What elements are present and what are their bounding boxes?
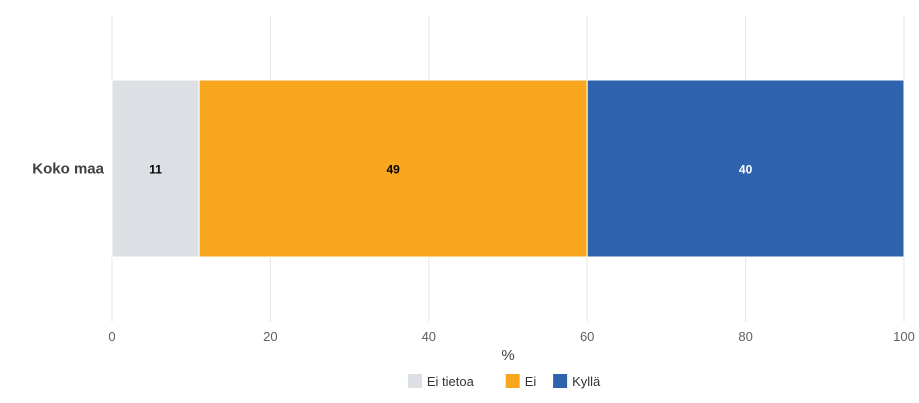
x-tick-label: 100	[893, 329, 915, 344]
x-axis-ticks: 0 20 40 60 80 100	[108, 329, 914, 344]
legend-item-label: Ei	[525, 374, 537, 389]
legend-swatch	[505, 374, 520, 388]
x-tick-label: 0	[108, 329, 115, 344]
legend-swatch	[553, 374, 568, 388]
legend: Ei tietoa Ei Kyllä	[407, 374, 601, 389]
x-tick-label: 80	[738, 329, 752, 344]
data-label: 40	[739, 163, 753, 177]
x-tick-label: 20	[263, 329, 277, 344]
bar-segment	[586, 79, 905, 258]
legend-item-label: Kyllä	[572, 374, 601, 389]
bars	[111, 79, 905, 258]
x-axis-label: %	[501, 347, 514, 364]
data-label: 11	[149, 163, 162, 177]
category-labels: Koko maa	[32, 161, 104, 178]
category-label: Koko maa	[32, 161, 104, 178]
x-tick-label: 40	[422, 329, 436, 344]
bar-segment	[111, 79, 200, 258]
legend-item-label: Ei tietoa	[427, 374, 475, 389]
data-labels: 11 49 40	[149, 163, 752, 177]
legend-swatch	[407, 374, 422, 388]
x-tick-label: 60	[580, 329, 594, 344]
data-label: 49	[386, 163, 400, 177]
